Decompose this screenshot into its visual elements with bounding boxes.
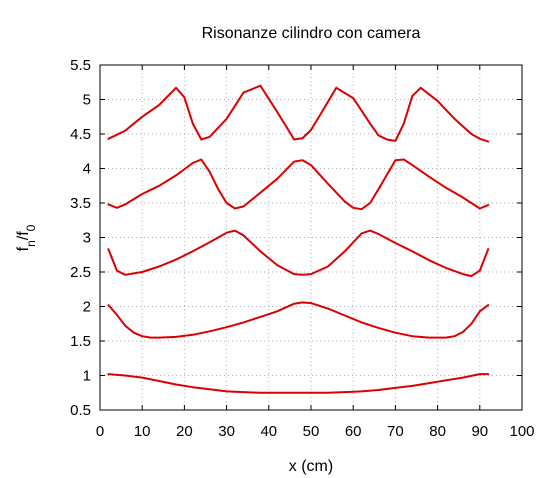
- y-tick-label: 2: [83, 299, 91, 316]
- y-tick-label: 5.5: [70, 57, 91, 74]
- y-tick-label: 3: [83, 230, 91, 247]
- y-axis-label: fn/f0: [15, 224, 38, 251]
- x-tick-label: 0: [96, 423, 104, 440]
- x-tick-label: 20: [176, 423, 193, 440]
- series-line-3: [107, 229, 490, 278]
- y-label-sub-n: n: [24, 240, 38, 247]
- plot-frame: [99, 64, 523, 411]
- x-tick-label: 90: [471, 423, 488, 440]
- y-label-f: f: [15, 246, 32, 251]
- y-tick-label: 0.5: [70, 402, 91, 419]
- series-line-5: [107, 84, 490, 143]
- x-tick-label: 70: [387, 423, 404, 440]
- y-tick-label: 2.5: [70, 264, 91, 281]
- series: [107, 84, 490, 394]
- x-tick-label: 100: [509, 423, 534, 440]
- y-tick-label: 1: [83, 368, 91, 385]
- x-axis-label: x (cm): [289, 458, 333, 475]
- y-tick-label: 3.5: [70, 195, 91, 212]
- y-label-sub-0: 0: [24, 224, 38, 231]
- y-tick-label: 4.5: [70, 126, 91, 143]
- y-tick-label: 5: [83, 92, 91, 109]
- series-line-4: [107, 158, 490, 211]
- x-tick-label: 50: [303, 423, 320, 440]
- ticks: 0 10 20 30 40 50 60 70 80 90 100 0.5 1 1.5 2 2.5 3 3.5 4 4.…: [70, 57, 534, 440]
- y-tick-label: 1.5: [70, 333, 91, 350]
- x-tick-label: 10: [134, 423, 151, 440]
- x-tick-label: 30: [218, 423, 235, 440]
- x-tick-label: 80: [429, 423, 446, 440]
- x-tick-label: 60: [345, 423, 362, 440]
- series-line-2: [107, 301, 490, 339]
- x-tick-label: 40: [260, 423, 277, 440]
- y-tick-label: 4: [83, 161, 91, 178]
- grid: [100, 65, 522, 410]
- series-line-1: [107, 373, 490, 394]
- chart-title: Risonanze cilindro con camera: [202, 25, 421, 42]
- y-label-sep: /f: [15, 231, 32, 240]
